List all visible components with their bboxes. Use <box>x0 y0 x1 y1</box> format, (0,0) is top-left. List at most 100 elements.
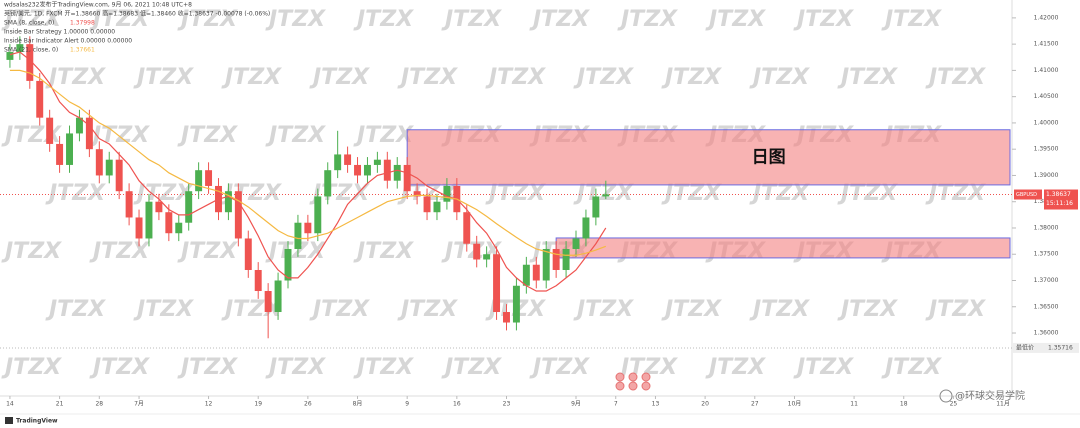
watermark: JTZX <box>221 65 282 90</box>
candle-body <box>443 185 451 202</box>
symbol-bg <box>1014 189 1042 200</box>
candle-body <box>503 312 510 323</box>
watermark: JTZX <box>837 297 898 322</box>
candle-body <box>542 248 550 281</box>
y-tick-label: 1.39500 <box>1034 146 1059 153</box>
x-tick-label: 13 <box>652 401 660 408</box>
candle-body <box>373 159 381 165</box>
y-tick-label: 1.42000 <box>1034 14 1059 21</box>
x-tick-label: 7 <box>614 401 618 408</box>
watermark: JTZX <box>1 355 62 380</box>
watermark: JTZX <box>89 123 150 148</box>
candle-body <box>95 149 103 176</box>
event-icon <box>628 381 638 391</box>
x-tick-label: 10月 <box>788 401 802 408</box>
watermark: JTZX <box>793 355 854 380</box>
publisher: wdsalas232发布于TradingView.com, 9月 06, 202… <box>4 1 192 9</box>
candle-body <box>483 254 491 260</box>
x-tick-label: 11 <box>850 401 858 408</box>
candle-body <box>602 194 610 197</box>
zone-label: 日图 <box>752 147 786 167</box>
x-tick-label: 26 <box>304 401 312 408</box>
low-marker-label: 最低价 <box>1016 343 1034 351</box>
candle-body <box>493 254 501 313</box>
x-tick-label: 21 <box>56 401 64 408</box>
y-tick-label: 1.36000 <box>1034 330 1059 337</box>
candle-body <box>66 133 73 165</box>
watermark: JTZX <box>177 355 238 380</box>
event-icon <box>615 381 625 391</box>
candle-body <box>363 164 371 176</box>
candle-body <box>26 44 34 81</box>
candle-body <box>165 212 173 234</box>
watermark: JTZX <box>661 297 722 322</box>
y-tick-label: 1.37000 <box>1034 277 1059 284</box>
watermark: JTZX <box>529 7 590 32</box>
watermark: JTZX <box>617 7 678 32</box>
watermark: JTZX <box>45 297 106 322</box>
watermark: JTZX <box>573 65 634 90</box>
y-tick-label: 1.36500 <box>1034 303 1059 310</box>
zone <box>406 129 1011 186</box>
watermark: JTZX <box>353 239 414 264</box>
watermark: JTZX <box>749 297 810 322</box>
watermark: JTZX <box>353 7 414 32</box>
candle-body <box>46 117 54 144</box>
candle-body <box>473 243 481 260</box>
candle-body <box>145 201 153 239</box>
watermark: JTZX <box>353 123 414 148</box>
watermark: JTZX <box>45 65 106 90</box>
watermark: JTZX <box>441 7 502 32</box>
x-tick-label: 20 <box>701 401 709 408</box>
candle-body <box>433 201 441 213</box>
x-tick-label: 19 <box>254 401 262 408</box>
price-bg <box>1044 189 1078 210</box>
watermark: JTZX <box>133 297 194 322</box>
candle-body <box>592 196 600 218</box>
y-tick-label: 1.37500 <box>1034 251 1059 258</box>
watermark: JTZX <box>881 7 942 32</box>
watermark: JTZX <box>529 355 590 380</box>
logo-icon <box>5 417 13 424</box>
event-icon <box>628 372 638 382</box>
watermark: JTZX <box>45 181 106 206</box>
x-tick-label: 9 <box>405 401 409 408</box>
indicator-line: Inside Bar Strategy 1.00000 0.00000 <box>4 29 115 36</box>
watermark: JTZX <box>441 355 502 380</box>
watermark: JTZX <box>221 297 282 322</box>
candle-body <box>6 52 14 60</box>
logo-text: TradingView <box>16 418 58 425</box>
watermark: JTZX <box>265 7 326 32</box>
watermark: JTZX <box>397 297 458 322</box>
watermark: JTZX <box>661 65 722 90</box>
ma-line <box>9 51 607 292</box>
watermark: JTZX <box>925 297 986 322</box>
event-icon <box>641 372 651 382</box>
candle-body <box>522 264 530 286</box>
event-icon <box>641 381 651 391</box>
candle-body <box>135 217 143 239</box>
symbol-line: 英镑/美元, 1D, FXCM 开=1.38660 高=1.38683 低=1.… <box>4 10 270 18</box>
watermark: JTZX <box>133 65 194 90</box>
candle-body <box>56 143 64 165</box>
watermark: JTZX <box>881 355 942 380</box>
x-tick-label: 8月 <box>353 401 363 408</box>
candle-body <box>125 191 133 218</box>
watermark: JTZX <box>177 7 238 32</box>
candle-body <box>314 196 322 234</box>
candle-body <box>532 264 540 281</box>
candle-body <box>324 170 332 197</box>
candle-body <box>205 170 213 186</box>
candle-body <box>16 44 24 53</box>
watermark: JTZX <box>177 239 238 264</box>
watermark: JTZX <box>309 297 370 322</box>
watermark: JTZX <box>89 239 150 264</box>
candle-body <box>284 248 292 281</box>
candle-body <box>224 191 232 213</box>
candle-body <box>36 80 44 118</box>
candle-body <box>195 170 203 192</box>
watermark: JTZX <box>177 123 238 148</box>
symbol-label: GBPUSD <box>1016 192 1037 198</box>
candle-body <box>463 212 471 244</box>
